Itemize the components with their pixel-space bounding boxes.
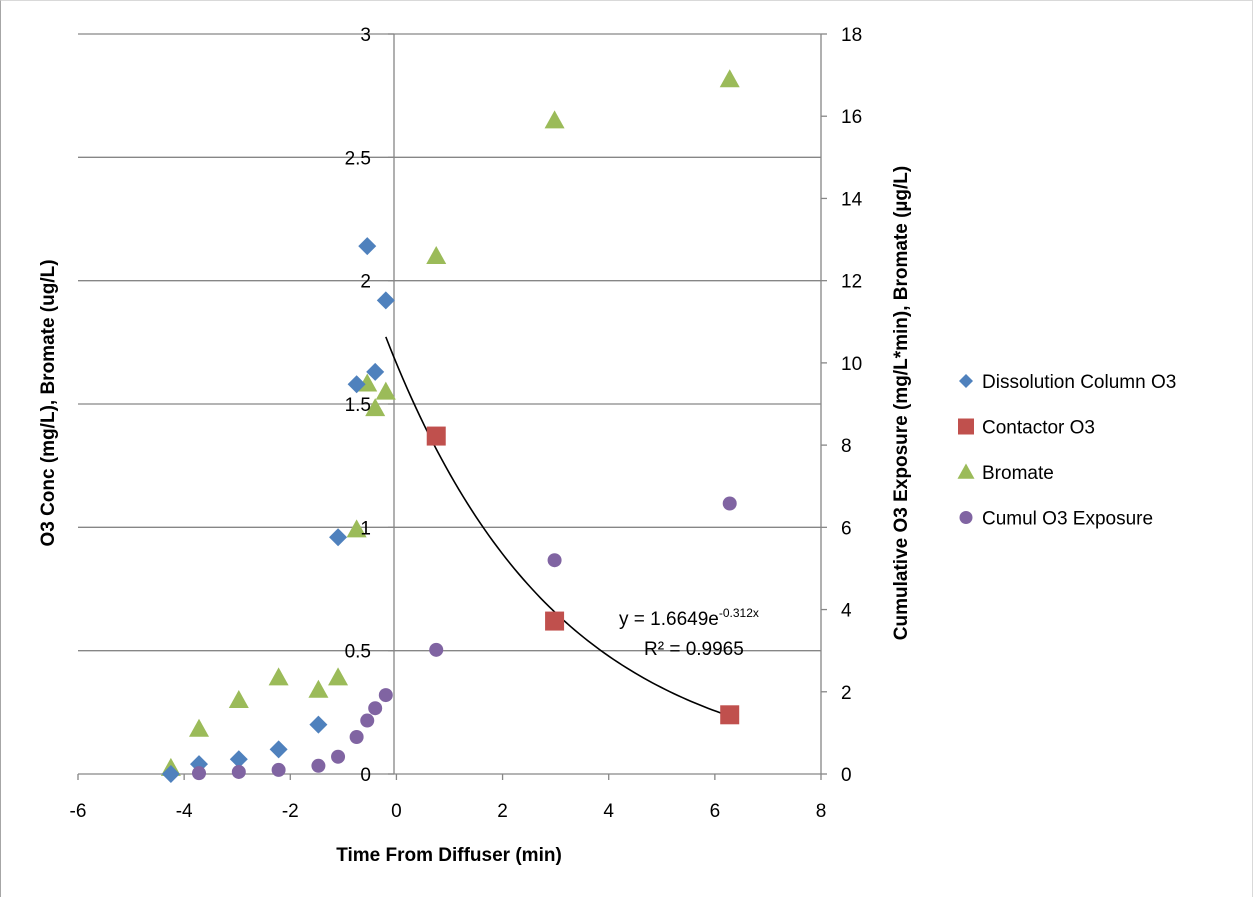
square-point [720, 705, 740, 725]
axes [77, 33, 827, 780]
circle-point [231, 764, 246, 779]
y-tick-label: 2 [360, 272, 371, 293]
x-tick-label: 2 [497, 801, 508, 822]
trendline-equation: y = 1.6649e-0.312x [619, 606, 759, 630]
circle-point [331, 749, 346, 764]
y-tick-label: 0.5 [345, 642, 371, 663]
y2-tick-label: 8 [841, 436, 852, 457]
diamond-point [269, 740, 288, 759]
y-tick-label: 1 [360, 518, 371, 539]
diamond-point [329, 528, 348, 547]
legend-marker [958, 418, 974, 435]
series-dissolution-column-o3 [161, 237, 395, 783]
y-tick-label: 1.5 [345, 395, 371, 416]
legend-label: Dissolution Column O3 [982, 372, 1176, 393]
y2-tick-label: 4 [841, 601, 852, 622]
series-cumul-o3-exposure [192, 496, 737, 781]
y-tick-label: 0 [360, 765, 371, 786]
diamond-point [366, 362, 385, 381]
diamond-point [229, 750, 248, 769]
triangle-point [328, 667, 349, 686]
square-point [545, 611, 565, 631]
circle-point [378, 688, 393, 703]
legend: Dissolution Column O3 Contactor O3 Bromate… [957, 372, 1176, 530]
series-bromate [160, 69, 740, 776]
y2-tick-label: 6 [841, 518, 852, 539]
gridlines [78, 33, 821, 652]
legend-item: Dissolution Column O3 [959, 372, 1176, 393]
legend-marker [959, 511, 973, 524]
circle-point [368, 701, 383, 716]
x-tick-label: 6 [710, 801, 721, 822]
x-tick-label: -6 [70, 801, 87, 822]
square-point [426, 426, 446, 446]
circle-point [192, 766, 207, 781]
triangle-point [375, 381, 396, 400]
y2-axis-title: Cumulative O3 Exposure (mg/L*min), Broma… [891, 166, 912, 640]
triangle-point [365, 398, 386, 417]
triangle-point [308, 679, 329, 698]
circle-point [547, 553, 562, 568]
legend-item: Cumul O3 Exposure [959, 509, 1153, 530]
legend-marker [959, 374, 973, 388]
triangle-point [544, 110, 565, 129]
x-tick-label: 0 [391, 801, 402, 822]
triangle-point [346, 519, 367, 538]
x-tick-label: 4 [603, 801, 614, 822]
series-contactor-o3 [426, 426, 740, 725]
legend-item: Bromate [957, 463, 1054, 484]
legend-label: Bromate [982, 463, 1054, 484]
y-tick-label: 2.5 [345, 148, 371, 169]
circle-point [429, 642, 444, 657]
triangle-point [228, 690, 249, 708]
diamond-point [358, 237, 377, 256]
x-tick-label: -2 [282, 801, 299, 822]
circle-point [271, 762, 286, 777]
trendline-r-squared: R² = 0.9965 [644, 639, 744, 660]
circle-point [349, 730, 364, 744]
circle-point [360, 713, 375, 728]
triangle-point [426, 246, 447, 264]
y-axis-title: O3 Conc (mg/L), Bromate (ug/L) [38, 259, 59, 546]
y2-tick-label: 10 [841, 354, 862, 375]
y-tick-label: 3 [360, 25, 371, 46]
x-axis-title: Time From Diffuser (min) [336, 845, 562, 866]
y2-tick-label: 18 [841, 25, 862, 46]
y2-tick-label: 2 [841, 683, 852, 704]
diamond-point [347, 375, 366, 394]
diamond-point [376, 291, 395, 310]
y2-tick-label: 0 [841, 765, 852, 786]
x-tick-label: -4 [176, 801, 193, 822]
y2-tick-label: 12 [841, 272, 862, 293]
circle-point [722, 496, 737, 511]
y2-tick-label: 14 [841, 189, 863, 210]
data-marks [160, 69, 740, 783]
diamond-point [161, 765, 180, 783]
legend-item: Contactor O3 [958, 418, 1095, 439]
diamond-point [309, 715, 328, 734]
trendline-label: y = 1.6649e-0.312x R² = 0.9965 [619, 606, 759, 660]
y2-tick-label: 16 [841, 107, 862, 128]
triangle-point [268, 667, 289, 686]
triangle-point [189, 718, 210, 737]
legend-label: Contactor O3 [982, 418, 1095, 439]
legend-label: Cumul O3 Exposure [982, 509, 1153, 530]
x-tick-label: 8 [816, 801, 827, 822]
triangle-point [719, 69, 740, 88]
circle-point [311, 758, 326, 773]
legend-marker [957, 463, 975, 479]
